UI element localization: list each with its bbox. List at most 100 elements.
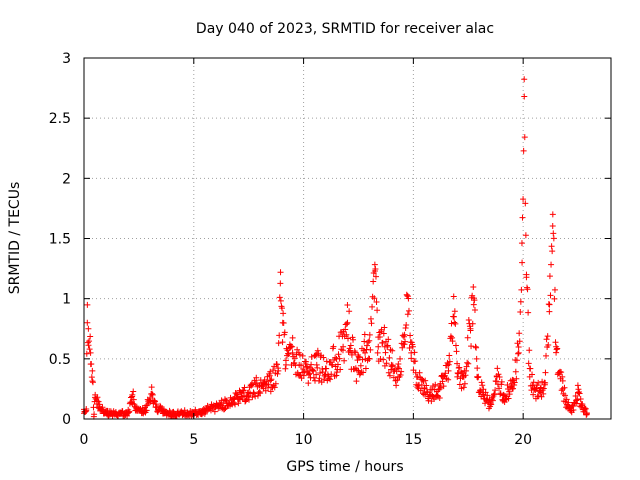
data-point <box>341 357 348 364</box>
data-point <box>502 396 509 403</box>
data-point <box>361 338 368 345</box>
x-tick-label: 5 <box>189 432 198 448</box>
data-point <box>275 367 282 374</box>
data-point <box>478 379 485 386</box>
data-point <box>509 385 516 392</box>
data-point <box>283 361 290 368</box>
data-point <box>217 401 224 408</box>
data-point <box>407 332 414 339</box>
data-point <box>530 391 537 398</box>
data-point <box>151 397 158 404</box>
data-point <box>126 408 133 415</box>
data-point <box>96 401 103 408</box>
data-point <box>340 343 347 350</box>
data-point <box>449 338 456 345</box>
data-point <box>84 319 91 326</box>
data-point <box>360 369 367 376</box>
data-point <box>450 313 457 320</box>
data-point <box>310 368 317 375</box>
data-point <box>267 377 274 384</box>
data-point <box>451 319 458 326</box>
data-point <box>427 391 434 398</box>
data-point <box>543 336 550 343</box>
data-point <box>344 301 351 308</box>
data-point <box>487 401 494 408</box>
data-point <box>551 295 558 302</box>
data-point <box>511 379 518 386</box>
data-point <box>85 325 92 332</box>
data-point <box>470 283 477 290</box>
data-point <box>238 393 245 400</box>
y-tick-label: 1.5 <box>49 232 71 248</box>
data-point <box>474 365 481 372</box>
data-point <box>582 405 589 412</box>
data-point <box>383 360 390 367</box>
data-point <box>553 349 560 356</box>
data-point <box>343 331 350 338</box>
data-point <box>365 339 372 346</box>
data-point <box>454 360 461 367</box>
data-point <box>300 365 307 372</box>
data-point <box>472 343 479 350</box>
data-point <box>296 361 303 368</box>
data-point <box>553 343 560 350</box>
data-point <box>542 369 549 376</box>
data-point <box>305 371 312 378</box>
data-point <box>201 407 208 414</box>
data-point <box>572 393 579 400</box>
data-point <box>389 347 396 354</box>
data-point <box>546 301 553 308</box>
data-point <box>385 336 392 343</box>
data-point <box>452 320 459 327</box>
data-point <box>513 357 520 364</box>
data-point <box>543 352 550 359</box>
data-point <box>142 407 149 414</box>
data-point <box>531 385 538 392</box>
data-point <box>544 333 551 340</box>
data-point <box>519 259 526 266</box>
data-point <box>422 377 429 384</box>
data-point <box>207 407 214 414</box>
data-point <box>357 362 364 369</box>
data-point <box>84 339 91 346</box>
data-point <box>130 396 137 403</box>
data-point <box>442 370 449 377</box>
data-point <box>491 390 498 397</box>
data-point <box>399 344 406 351</box>
data-point <box>263 378 270 385</box>
data-point <box>130 388 137 395</box>
data-point <box>86 346 93 353</box>
data-point <box>355 353 362 360</box>
data-point <box>355 367 362 374</box>
data-point <box>366 331 373 338</box>
data-point <box>445 376 452 383</box>
data-point <box>578 403 585 410</box>
data-point <box>464 334 471 341</box>
data-point <box>273 361 280 368</box>
data-point <box>501 392 508 399</box>
data-point <box>493 373 500 380</box>
data-point <box>473 344 480 351</box>
data-point <box>451 308 458 315</box>
data-point <box>414 373 421 380</box>
data-point <box>245 389 252 396</box>
data-point <box>327 359 334 366</box>
data-point <box>367 346 374 353</box>
data-point <box>479 382 486 389</box>
data-point <box>535 379 542 386</box>
data-point <box>456 364 463 371</box>
data-point <box>581 404 588 411</box>
data-point <box>524 286 531 293</box>
data-point <box>241 384 248 391</box>
data-point <box>212 403 219 410</box>
data-point <box>98 406 105 413</box>
data-point <box>432 381 439 388</box>
data-point <box>506 391 513 398</box>
data-point <box>246 396 253 403</box>
data-point <box>386 354 393 361</box>
data-point <box>513 375 520 382</box>
x-tick-label: 0 <box>80 432 89 448</box>
data-point <box>371 261 378 268</box>
data-point <box>301 368 308 375</box>
